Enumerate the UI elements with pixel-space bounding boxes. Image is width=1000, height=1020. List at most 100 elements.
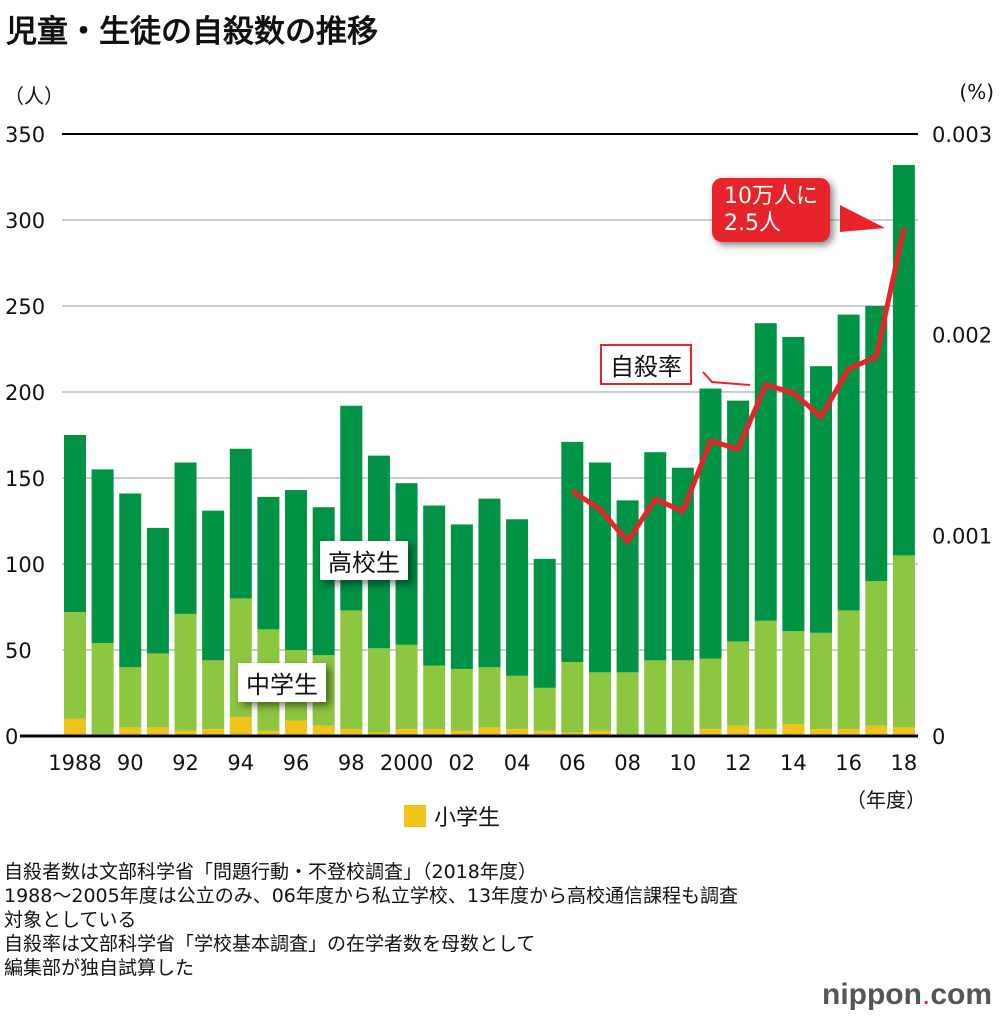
bar-elementary: [146, 727, 169, 736]
bar-elementary: [119, 727, 142, 736]
bar-junior-high: [588, 672, 611, 731]
bar-junior-high: [367, 648, 390, 733]
bar-junior-high: [91, 643, 114, 735]
x-tick-label: 1988: [48, 751, 101, 775]
bar-high-school: [727, 400, 750, 642]
bar-junior-high: [837, 610, 860, 730]
bar-elementary: [257, 730, 280, 736]
bar-junior-high: [782, 631, 805, 724]
bar-high-school: [423, 505, 446, 666]
x-tick-label: 94: [227, 751, 254, 775]
y-tick-label: 250: [5, 295, 45, 319]
x-tick-label: 18: [891, 751, 918, 775]
bar-junior-high: [340, 610, 363, 730]
nippon-logo: nippon.com: [822, 978, 992, 1011]
callout-rate: 10万人に 2.5人: [712, 178, 830, 242]
y-tick-label: 0: [5, 725, 18, 749]
bar-high-school: [754, 323, 777, 621]
bar-junior-high: [727, 641, 750, 726]
bar-junior-high: [616, 672, 639, 736]
bar-elementary: [423, 729, 446, 736]
bar-elementary: [340, 729, 363, 736]
chart-svg: 0 50 100 150 200 250 300 350 0 0.001 0.002 0.003 198…: [5, 123, 992, 775]
legend-swatch-elementary: [404, 805, 426, 827]
bar-junior-high: [533, 687, 556, 731]
x-tick-label: 96: [283, 751, 310, 775]
bar-high-school: [312, 507, 335, 656]
bar-high-school: [616, 500, 639, 673]
note-1: 自殺者数は文部科学省「問題行動・不登校調査」（2018年度）: [4, 861, 537, 883]
bar-elementary: [367, 732, 390, 736]
bar-junior-high: [478, 667, 501, 728]
x-tick-label: 02: [448, 751, 475, 775]
bar-elementary: [202, 729, 225, 736]
bar-high-school: [810, 366, 833, 633]
legend: 小学生: [404, 800, 500, 832]
bar-elementary: [478, 727, 501, 736]
bar-elementary: [810, 729, 833, 736]
y2-tick-label: 0.001: [932, 524, 992, 548]
x-tick-label: 04: [504, 751, 531, 775]
y-axis-unit: （人）: [4, 84, 64, 108]
x-tick-label: 98: [338, 751, 365, 775]
y-tick-label: 200: [5, 381, 45, 405]
bar-high-school: [229, 448, 252, 599]
legend-label-elementary: 小学生: [434, 806, 501, 831]
x-tick-label: 92: [172, 751, 199, 775]
y-tick-label: 300: [5, 209, 45, 233]
callout-line-2: 2.5人: [724, 211, 781, 236]
bar-elementary: [533, 730, 556, 736]
label-junior-high: 中学生: [238, 663, 326, 702]
x-tick-label: 14: [780, 751, 807, 775]
note-5: 編集部が独自試算した: [4, 957, 195, 979]
bar-high-school: [644, 452, 667, 661]
bar-elementary: [229, 717, 252, 736]
y-tick-label: 100: [5, 553, 45, 577]
bar-junior-high: [450, 668, 473, 731]
bar-junior-high: [892, 555, 915, 728]
bar-junior-high: [423, 665, 446, 730]
bar-high-school: [478, 498, 501, 668]
bar-high-school: [119, 493, 142, 668]
bar-high-school: [561, 441, 584, 663]
bar-high-school: [533, 558, 556, 688]
y2-axis-unit: (%): [959, 80, 994, 104]
bar-elementary: [506, 729, 529, 736]
bar-elementary: [561, 732, 584, 736]
bar-junior-high: [754, 620, 777, 730]
bar-high-school: [671, 467, 694, 661]
bar-high-school: [174, 462, 197, 614]
bar-elementary: [782, 723, 805, 736]
bar-high-school: [892, 164, 915, 556]
y2-tick-label: 0.003: [932, 123, 992, 147]
bar-high-school: [64, 435, 86, 613]
bar-junior-high: [202, 660, 225, 730]
bar-high-school: [91, 469, 114, 644]
callout-line-1: 10万人に: [724, 184, 818, 209]
chart-title: 児童・生徒の自殺数の推移: [6, 14, 378, 50]
bar-high-school: [202, 510, 225, 661]
bar-elementary: [64, 718, 86, 736]
bar-high-school: [865, 306, 888, 582]
bar-elementary: [754, 729, 777, 736]
rate-label-pointer: [702, 371, 751, 386]
bar-junior-high: [174, 613, 197, 731]
bar-high-school: [285, 490, 308, 650]
bar-high-school: [588, 462, 611, 673]
bar-junior-high: [395, 644, 418, 730]
y2-tick-label: 0.002: [932, 324, 992, 348]
bar-high-school: [837, 314, 860, 611]
bar-elementary: [174, 730, 197, 736]
x-tick-label: 10: [669, 751, 696, 775]
bar-elementary: [865, 725, 888, 736]
note-3: 対象としている: [4, 909, 137, 931]
bar-elementary: [892, 727, 915, 736]
x-tick-label: 2000: [380, 751, 433, 775]
x-tick-label: 06: [559, 751, 586, 775]
note-4: 自殺率は文部科学省「学校基本調査」の在学者数を母数として: [4, 933, 536, 955]
bar-junior-high: [146, 653, 169, 728]
x-tick-label: 08: [614, 751, 641, 775]
x-tick-label: 90: [117, 751, 144, 775]
bar-elementary: [837, 729, 860, 736]
bar-junior-high: [671, 660, 694, 735]
